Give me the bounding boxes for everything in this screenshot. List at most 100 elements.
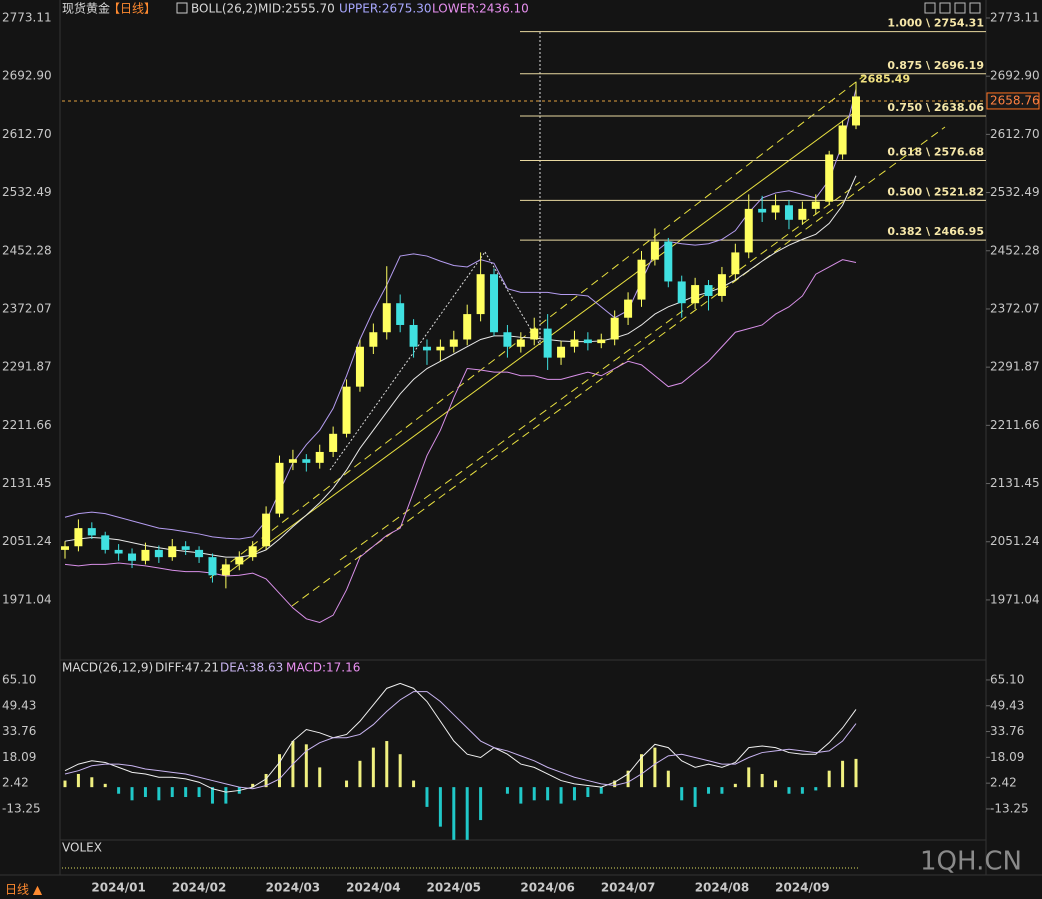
diff-label: DIFF:47.21 — [155, 661, 219, 675]
x-tick-label: 2024/05 — [427, 881, 481, 895]
candle-body — [369, 332, 378, 347]
channel-extra — [339, 181, 861, 561]
x-tick-label: 2024/03 — [266, 881, 320, 895]
y-tick-label: 33.76 — [2, 724, 36, 738]
y-tick-label-right: 2291.87 — [990, 360, 1040, 374]
candle-body — [248, 546, 257, 558]
x-tick-label: 2024/06 — [520, 881, 574, 895]
x-tick-label: 2024/04 — [346, 881, 400, 895]
tool-button[interactable] — [954, 2, 966, 14]
candle-body — [422, 346, 431, 351]
tool-button[interactable] — [924, 2, 936, 14]
y-tick-label-right: 2452.28 — [990, 243, 1040, 257]
indicator-line — [64, 682, 857, 793]
boll-upper: UPPER:2675.30 — [339, 2, 431, 16]
x-tick-label: 2024/07 — [601, 881, 655, 895]
candle-body — [798, 208, 807, 220]
candle-body — [101, 535, 110, 550]
tool-button[interactable] — [939, 2, 951, 14]
candle-body — [664, 241, 673, 282]
candle-body — [516, 339, 525, 347]
candle-body — [262, 513, 271, 547]
candle-body — [61, 546, 69, 550]
candle-body — [74, 528, 83, 547]
candle-body — [744, 208, 753, 253]
candle-body — [503, 332, 512, 347]
tool-button[interactable] — [969, 2, 981, 14]
high-annotation: 2685.49 — [860, 73, 910, 86]
y-tick-label: 2051.24 — [2, 534, 52, 548]
y-tick-label: -13.25 — [2, 801, 41, 815]
y-tick-label: 18.09 — [2, 750, 36, 764]
y-tick-label: 2692.90 — [2, 69, 52, 83]
y-tick-label-right: 65.10 — [990, 672, 1024, 686]
candle-body — [717, 274, 726, 296]
candle-body — [288, 459, 297, 463]
y-tick-label-right: 2372.07 — [990, 301, 1040, 315]
y-tick-label: 2131.45 — [2, 476, 52, 490]
candle-body — [476, 274, 485, 315]
y-tick-label-right: 2532.49 — [990, 185, 1040, 199]
candle-body — [543, 328, 552, 358]
y-tick-label-right: 33.76 — [990, 724, 1024, 738]
candle-body — [637, 259, 646, 300]
candle-body — [355, 346, 364, 387]
candle-body — [449, 339, 458, 347]
candle-body — [771, 205, 780, 213]
candle-body — [114, 549, 123, 554]
y-tick-label-right: 2773.11 — [990, 10, 1040, 24]
x-tick-label: 2024/08 — [695, 881, 749, 895]
candle-body — [610, 317, 619, 340]
y-tick-label-right: 49.43 — [990, 698, 1024, 712]
indicator-icon[interactable] — [176, 2, 188, 14]
x-tick-label: 2024/02 — [172, 881, 226, 895]
candle-body — [784, 205, 793, 220]
y-tick-label: 2.42 — [2, 776, 29, 790]
candle-body — [141, 549, 150, 561]
fib-label: 0.750 \ 2638.06 — [887, 101, 984, 114]
candle-body — [463, 314, 472, 340]
y-tick-label-right: 2051.24 — [990, 534, 1040, 548]
boll-mid: MID:2555.70 — [258, 2, 335, 16]
y-tick-label-right: 2612.70 — [990, 127, 1040, 141]
macd-label: MACD:17.16 — [286, 661, 360, 675]
y-tick-label-right: 2692.90 — [990, 69, 1040, 83]
y-tick-label: 2211.66 — [2, 418, 52, 432]
candle-body — [691, 285, 700, 304]
period-button[interactable]: 日线 ▲ — [5, 883, 43, 897]
candle-body — [570, 339, 579, 347]
y-tick-label: 2452.28 — [2, 243, 52, 257]
candle-body — [168, 546, 177, 558]
zigzag — [329, 32, 541, 471]
candle-body — [838, 125, 847, 155]
dea-label: DEA:38.63 — [220, 661, 283, 675]
candle-body — [128, 553, 137, 561]
y-tick-label: 2532.49 — [2, 185, 52, 199]
indicator: BOLL(26,2) — [191, 2, 258, 16]
last-price-box — [986, 92, 1040, 110]
candle-body — [342, 386, 351, 434]
candle-body — [758, 208, 767, 213]
channel-upper — [209, 74, 866, 579]
zigzag-leg — [329, 251, 486, 471]
y-tick-label: 2291.87 — [2, 360, 52, 374]
y-tick-label-right: 18.09 — [990, 750, 1024, 764]
y-tick-label-right: 2131.45 — [990, 476, 1040, 490]
candle-body — [154, 549, 163, 558]
candle-body — [275, 462, 284, 514]
fib-label: 0.382 \ 2466.95 — [887, 225, 984, 238]
candle-body — [409, 324, 418, 347]
last-price-label: 2658.76 — [990, 93, 1040, 107]
fib-label: 0.500 \ 2521.82 — [887, 185, 984, 198]
candle-body — [530, 328, 539, 340]
fib-label: 0.618 \ 2576.68 — [887, 146, 984, 159]
candle-body — [650, 241, 659, 260]
period: 【日线】 — [108, 2, 156, 16]
y-tick-label: 2372.07 — [2, 301, 52, 315]
x-tick-label: 2024/09 — [775, 881, 829, 895]
toolbar[interactable] — [924, 2, 981, 14]
candle-body — [396, 303, 405, 325]
indicator-line — [64, 691, 857, 790]
